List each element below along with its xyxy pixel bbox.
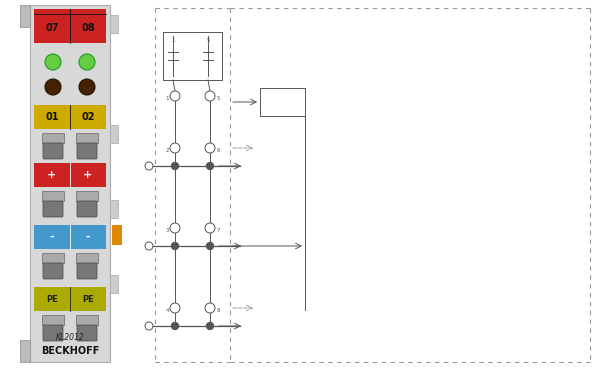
Circle shape bbox=[145, 322, 153, 330]
Text: 5: 5 bbox=[217, 95, 220, 101]
Circle shape bbox=[171, 323, 179, 330]
Bar bbox=[112, 225, 122, 245]
Circle shape bbox=[205, 143, 215, 153]
Bar bbox=[30, 5, 110, 362]
Bar bbox=[110, 15, 118, 33]
Circle shape bbox=[205, 303, 215, 313]
Circle shape bbox=[207, 162, 214, 169]
FancyBboxPatch shape bbox=[43, 325, 63, 341]
Text: BECKHOFF: BECKHOFF bbox=[41, 346, 99, 356]
Text: 1: 1 bbox=[171, 37, 174, 43]
Text: 3: 3 bbox=[165, 228, 169, 232]
Bar bbox=[260, 88, 305, 116]
Text: -: - bbox=[85, 232, 90, 242]
Bar bbox=[34, 163, 106, 187]
Bar bbox=[110, 200, 118, 218]
Bar bbox=[76, 191, 98, 201]
Circle shape bbox=[45, 54, 61, 70]
FancyBboxPatch shape bbox=[77, 201, 97, 217]
Text: -: - bbox=[49, 232, 54, 242]
Bar bbox=[163, 32, 222, 80]
FancyBboxPatch shape bbox=[77, 143, 97, 159]
Bar bbox=[42, 133, 64, 143]
Bar bbox=[34, 105, 106, 129]
Text: 01: 01 bbox=[45, 112, 59, 122]
Text: 07: 07 bbox=[45, 23, 59, 33]
Bar bbox=[20, 5, 30, 27]
Text: 4: 4 bbox=[165, 307, 169, 313]
Circle shape bbox=[145, 162, 153, 170]
Text: PE: PE bbox=[46, 295, 58, 303]
Bar bbox=[34, 287, 106, 311]
Circle shape bbox=[145, 242, 153, 250]
Bar bbox=[110, 125, 118, 143]
Bar bbox=[42, 315, 64, 325]
Circle shape bbox=[170, 91, 180, 101]
Circle shape bbox=[170, 143, 180, 153]
Circle shape bbox=[171, 162, 179, 169]
Text: 7: 7 bbox=[217, 228, 220, 232]
Bar bbox=[42, 191, 64, 201]
Bar bbox=[76, 253, 98, 263]
Text: +: + bbox=[48, 170, 57, 180]
Circle shape bbox=[45, 79, 61, 95]
Bar bbox=[110, 275, 118, 293]
FancyBboxPatch shape bbox=[77, 263, 97, 279]
Circle shape bbox=[79, 54, 95, 70]
FancyBboxPatch shape bbox=[43, 143, 63, 159]
Circle shape bbox=[79, 79, 95, 95]
Circle shape bbox=[170, 223, 180, 233]
FancyBboxPatch shape bbox=[77, 325, 97, 341]
Text: +: + bbox=[84, 170, 93, 180]
FancyBboxPatch shape bbox=[43, 201, 63, 217]
Text: 8: 8 bbox=[217, 307, 220, 313]
Text: 08: 08 bbox=[81, 23, 95, 33]
Bar bbox=[76, 315, 98, 325]
Text: 5: 5 bbox=[206, 37, 210, 43]
Circle shape bbox=[207, 323, 214, 330]
Bar bbox=[42, 253, 64, 263]
Text: 02: 02 bbox=[81, 112, 95, 122]
Circle shape bbox=[205, 223, 215, 233]
Bar bbox=[20, 340, 30, 362]
Circle shape bbox=[205, 91, 215, 101]
Text: PE: PE bbox=[82, 295, 94, 303]
FancyBboxPatch shape bbox=[43, 263, 63, 279]
Bar bbox=[34, 9, 106, 43]
Bar bbox=[34, 225, 106, 249]
Text: 1: 1 bbox=[165, 95, 169, 101]
Bar bbox=[76, 133, 98, 143]
Text: KL2012: KL2012 bbox=[56, 333, 84, 343]
Circle shape bbox=[171, 242, 179, 249]
Text: 6: 6 bbox=[217, 148, 220, 152]
Circle shape bbox=[207, 242, 214, 249]
Circle shape bbox=[170, 303, 180, 313]
Text: 2: 2 bbox=[165, 148, 169, 152]
